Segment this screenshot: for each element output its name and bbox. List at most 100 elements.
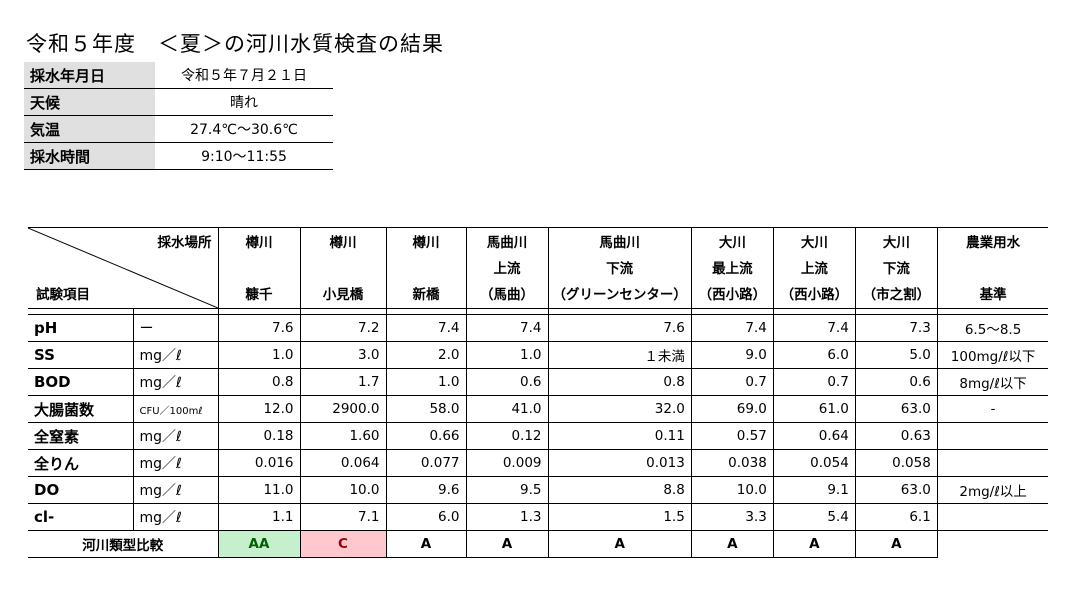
info-label: 採水年月日	[24, 62, 155, 89]
test-item: 全りん	[28, 449, 133, 477]
comparison-blank	[936, 530, 1049, 558]
standard-cell	[936, 503, 1049, 531]
value-cell: 0.077	[385, 449, 466, 477]
value-cell: 0.009	[465, 449, 548, 477]
value-cell: 6.1	[854, 503, 938, 531]
col-header: 樽川 新橋	[385, 227, 466, 309]
value-cell: 7.6	[547, 314, 692, 342]
info-value: 27.4℃～30.6℃	[155, 115, 333, 143]
value-cell: 63.0	[854, 395, 938, 423]
value-cell: 11.0	[217, 476, 300, 504]
comparison-row: 河川類型比較 AA C A A A A A A	[28, 530, 1049, 558]
value-cell: 7.2	[299, 314, 386, 342]
value-cell: 1.1	[217, 503, 300, 531]
unit: mg／ℓ	[132, 449, 218, 477]
page-title: 令和５年度 ＜夏＞の河川水質検査の結果	[26, 32, 444, 56]
info-value: 晴れ	[155, 88, 333, 116]
comparison-value: A	[690, 530, 774, 558]
test-item: cl-	[28, 503, 133, 531]
standard-cell: 8mg/ℓ以下	[936, 368, 1049, 396]
value-cell: 0.8	[217, 368, 300, 396]
col-header: 馬曲川 上流 （馬曲）	[465, 227, 548, 309]
sample-place-label: 採水場所	[157, 235, 212, 251]
table-row: cl-mg／ℓ 1.1 7.1 6.0 1.3 1.5 3.3 5.4 6.1	[28, 503, 1049, 531]
unit: mg／ℓ	[132, 422, 218, 450]
value-cell: 1.5	[547, 503, 692, 531]
value-cell: 0.016	[217, 449, 300, 477]
value-cell: 8.8	[547, 476, 692, 504]
value-cell: 0.054	[772, 449, 856, 477]
info-value: 令和５年７月２１日	[155, 62, 333, 89]
value-cell: 2.0	[385, 341, 466, 369]
value-cell: 10.0	[299, 476, 386, 504]
col-header: 樽川 糠千	[217, 227, 300, 309]
value-cell: 61.0	[772, 395, 856, 423]
standard-cell: 2mg/ℓ以上	[936, 476, 1049, 504]
comparison-value: A	[465, 530, 548, 558]
info-label: 天候	[24, 88, 155, 116]
col-header: 樽川 小見橋	[299, 227, 386, 309]
info-label: 採水時間	[24, 142, 155, 170]
value-cell: 5.4	[772, 503, 856, 531]
header-corner: 採水場所 試験項目	[28, 227, 218, 309]
value-cell: 0.038	[690, 449, 774, 477]
col-header: 大川 最上流 （西小路）	[690, 227, 774, 309]
info-row: 採水時間 9:10～11:55	[24, 142, 333, 170]
unit: mg／ℓ	[132, 503, 218, 531]
value-cell: 69.0	[690, 395, 774, 423]
value-cell: 0.013	[547, 449, 692, 477]
unit: mg／ℓ	[132, 368, 218, 396]
col-header: 大川 下流 （市之割）	[854, 227, 938, 309]
test-item: DO	[28, 476, 133, 504]
value-cell: 0.11	[547, 422, 692, 450]
value-cell: 9.6	[385, 476, 466, 504]
value-cell: 58.0	[385, 395, 466, 423]
value-cell: 6.0	[772, 341, 856, 369]
info-row: 採水年月日 令和５年７月２１日	[24, 62, 333, 89]
value-cell: 6.0	[385, 503, 466, 531]
value-cell: 0.6	[854, 368, 938, 396]
test-item: 大腸菌数	[28, 395, 133, 423]
value-cell: 7.4	[772, 314, 856, 342]
value-cell: 0.8	[547, 368, 692, 396]
info-value: 9:10～11:55	[155, 142, 333, 170]
table-row: DO mg／ℓ 11.0 10.0 9.6 9.5 8.8 10.0 9.1 63.0 2mg/ℓ以…	[28, 476, 1049, 504]
table-row: BOD mg／ℓ 0.8 1.7 1.0 0.6 0.8 0.7 0.7 0.6 8mg/ℓ以下	[28, 368, 1049, 396]
value-cell: 7.1	[299, 503, 386, 531]
value-cell: 9.0	[690, 341, 774, 369]
diagonal-line	[28, 228, 218, 308]
unit: CFU／100mℓ	[132, 395, 218, 423]
value-cell: 0.7	[772, 368, 856, 396]
table-row: pH ー 7.6 7.2 7.4 7.4 7.6 7.4 7.4 7.3 6.5～8.5	[28, 314, 1049, 342]
value-cell: 2900.0	[299, 395, 386, 423]
sampling-info-table: 採水年月日 令和５年７月２１日 天候 晴れ 気温 27.4℃～30.6℃ 採水時…	[24, 62, 333, 170]
info-label: 気温	[24, 115, 155, 143]
value-cell: 0.064	[299, 449, 386, 477]
value-cell: 7.4	[385, 314, 466, 342]
col-header: 農業用水 基準	[936, 227, 1049, 309]
value-cell: 1.0	[217, 341, 300, 369]
test-item-label: 試験項目	[36, 287, 90, 303]
value-cell: 1.0	[385, 368, 466, 396]
value-cell: 1.3	[465, 503, 548, 531]
value-cell: 0.64	[772, 422, 856, 450]
table-row: 全窒素 mg／ℓ 0.18 1.60 0.66 0.12 0.11 0.57 0.64 0.63	[28, 422, 1049, 450]
value-cell: 9.5	[465, 476, 548, 504]
comparison-value: A	[772, 530, 856, 558]
value-cell: 0.18	[217, 422, 300, 450]
col-header: 大川 上流 （西小路）	[772, 227, 856, 309]
value-cell: 0.57	[690, 422, 774, 450]
value-cell: 0.12	[465, 422, 548, 450]
value-cell: 3.3	[690, 503, 774, 531]
value-cell: 41.0	[465, 395, 548, 423]
value-cell: 0.66	[385, 422, 466, 450]
value-cell: 63.0	[854, 476, 938, 504]
table-row: 大腸菌数 CFU／100mℓ 12.0 2900.0 58.0 41.0 32.0 69.0 6…	[28, 395, 1049, 423]
water-quality-table: 採水場所 試験項目 樽川 糠千 樽川 小見橋 樽川 新橋 馬曲川 上流 （馬曲） 馬…	[28, 227, 1049, 558]
test-item: 全窒素	[28, 422, 133, 450]
value-cell: 7.6	[217, 314, 300, 342]
col-header: 馬曲川 下流 （グリーンセンター）	[547, 227, 692, 309]
comparison-value: AA	[217, 530, 300, 558]
value-cell: 0.7	[690, 368, 774, 396]
standard-cell: 100mg/ℓ以下	[936, 341, 1049, 369]
